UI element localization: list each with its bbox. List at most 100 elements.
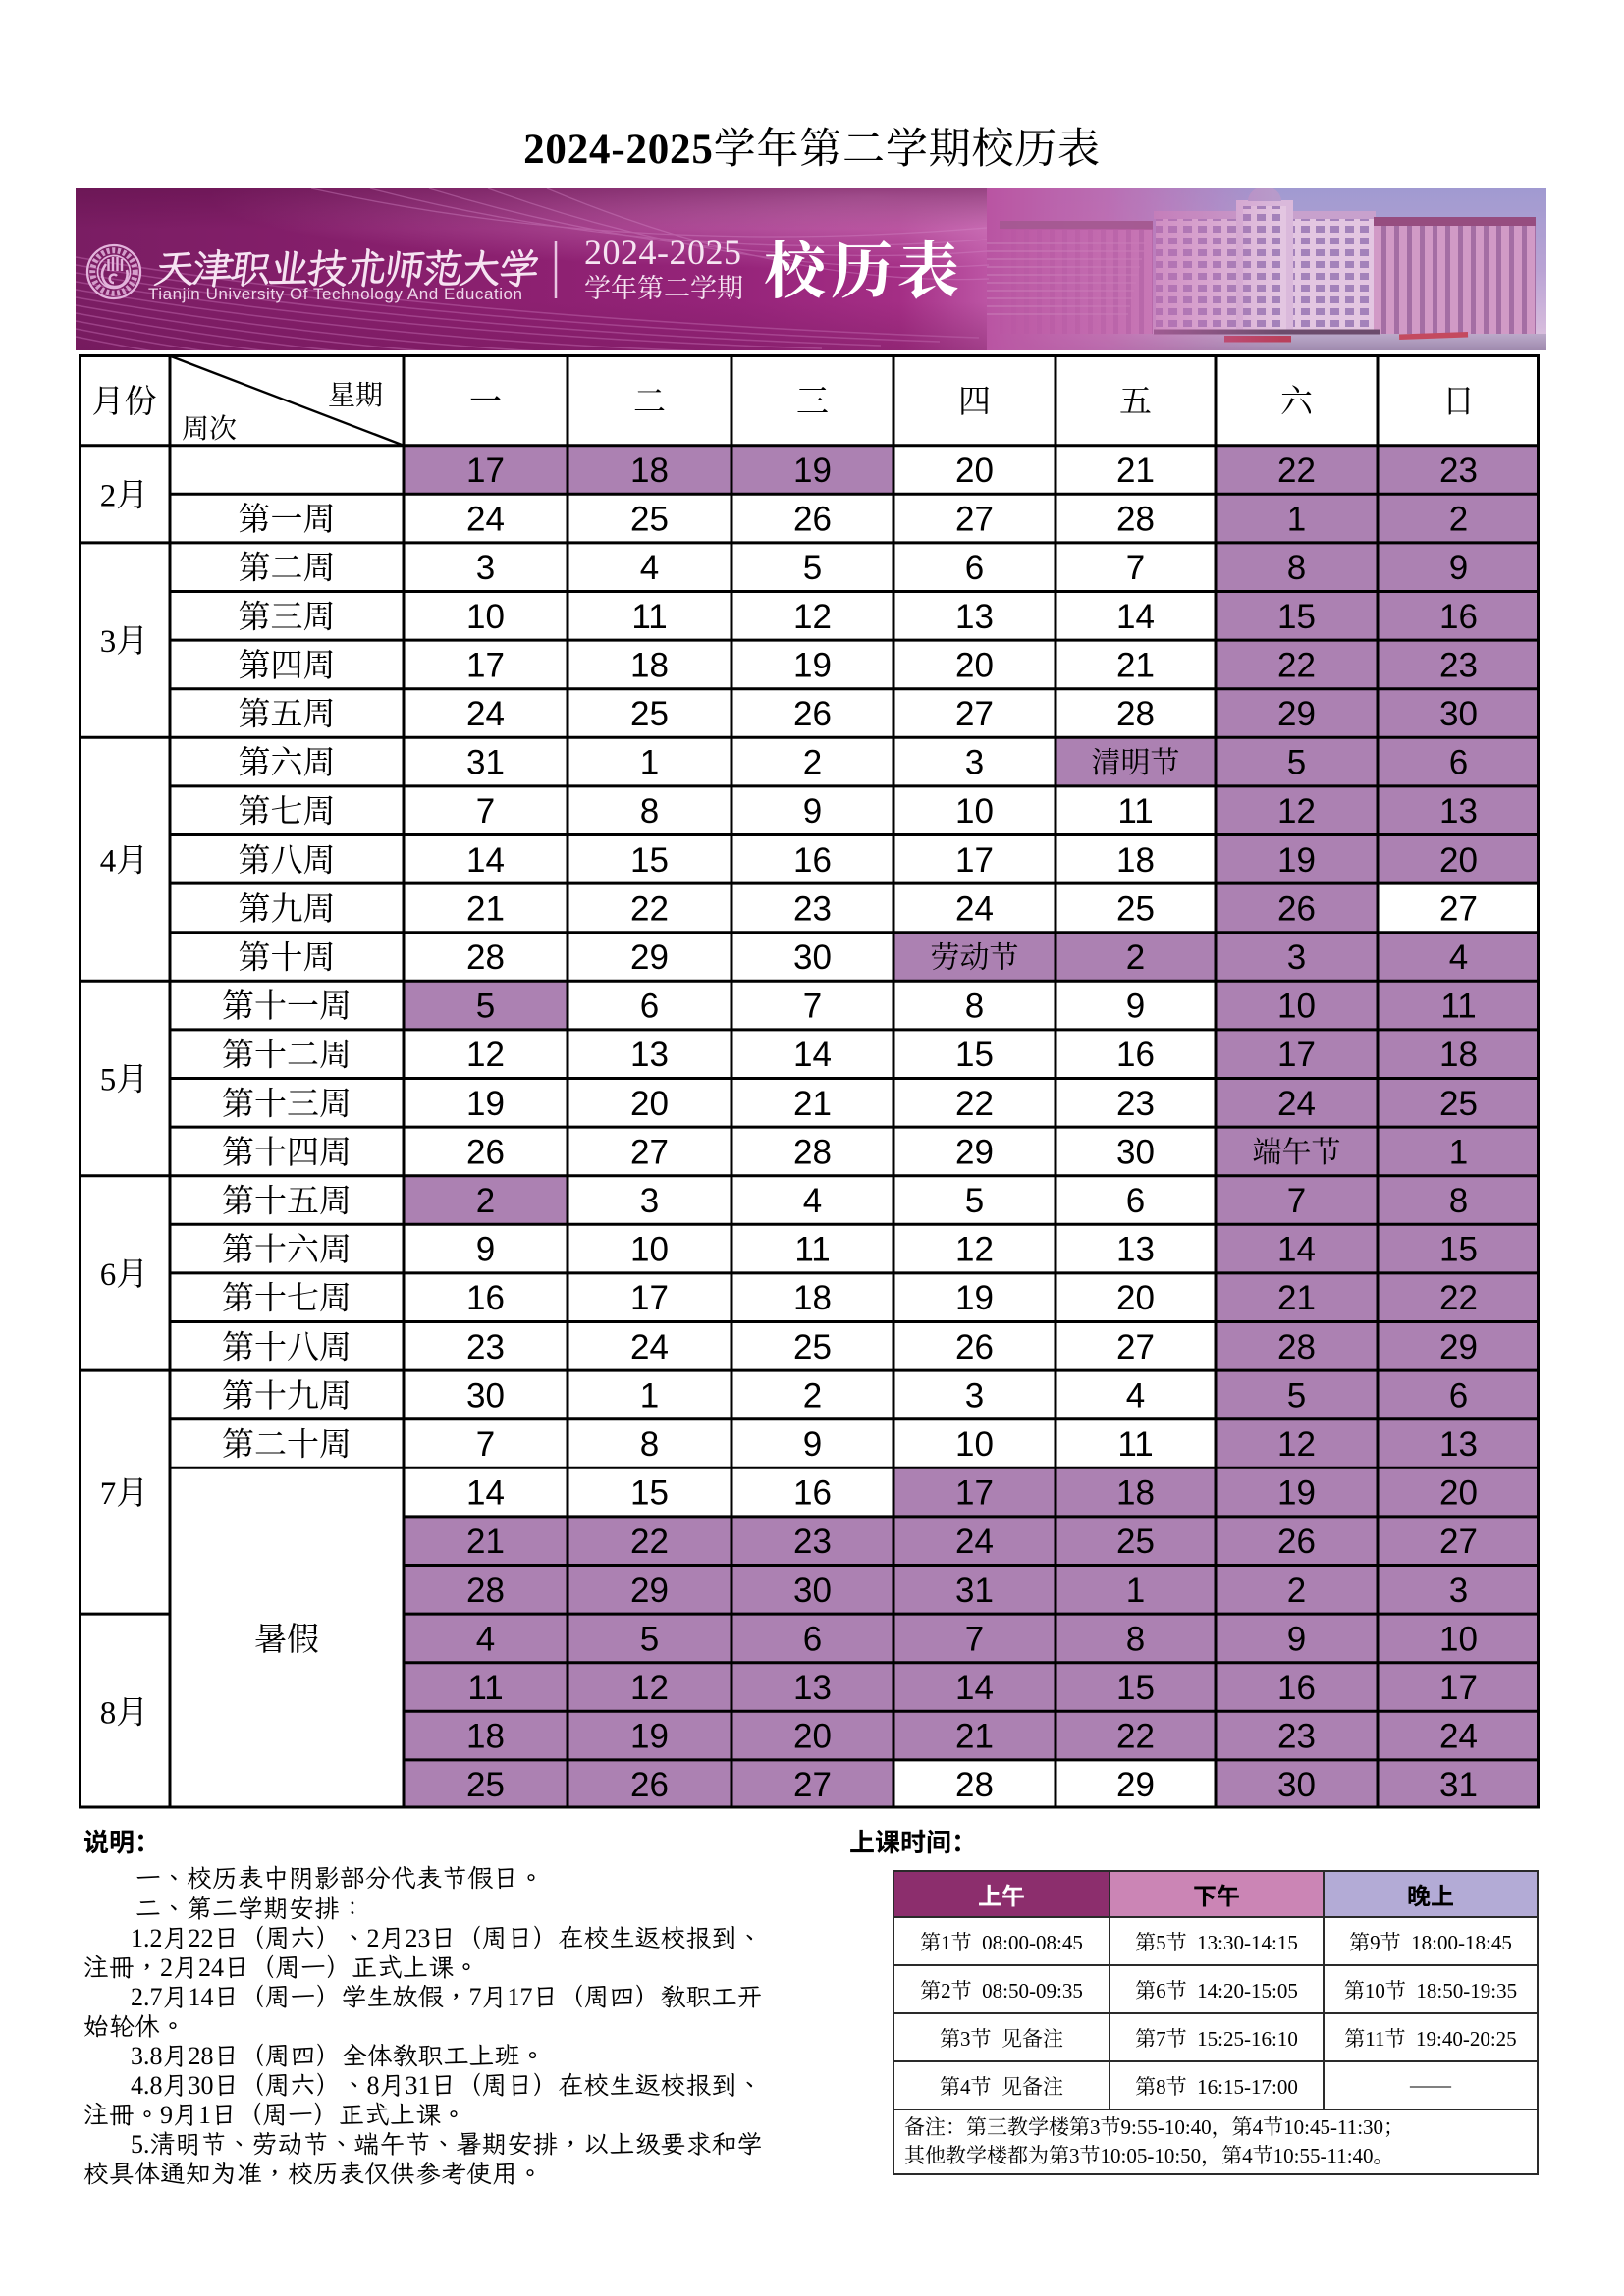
svg-text:第十二周: 第十二周 [222,1038,352,1074]
svg-text:13: 13 [955,598,994,636]
svg-text:4: 4 [1126,1376,1145,1415]
svg-text:14: 14 [466,841,505,880]
svg-text:8月: 8月 [100,1695,149,1731]
svg-text:5: 5 [640,1620,659,1658]
svg-text:第七周: 第七周 [239,794,336,830]
svg-text:17: 17 [955,1474,994,1513]
svg-text:14: 14 [466,1474,505,1513]
svg-text:18: 18 [1439,1036,1478,1074]
svg-text:15: 15 [1439,1231,1478,1269]
svg-text:16: 16 [1439,598,1478,636]
svg-text:22: 22 [1277,646,1316,684]
svg-text:19: 19 [955,1279,994,1317]
svg-text:五: 五 [1119,385,1152,420]
svg-text:14: 14 [1116,598,1155,636]
svg-text:29: 29 [1116,1766,1155,1804]
svg-text:24: 24 [955,889,994,928]
svg-text:15: 15 [630,841,669,880]
svg-text:20: 20 [1439,841,1478,880]
svg-text:4: 4 [640,549,659,587]
svg-text:12: 12 [955,1231,994,1269]
svg-text:第十九周: 第十九周 [222,1378,352,1415]
svg-text:5: 5 [965,1182,984,1220]
svg-text:23: 23 [1277,1718,1316,1756]
svg-text:暑假: 暑假 [254,1622,319,1658]
svg-text:19: 19 [1277,1474,1316,1513]
svg-text:26: 26 [955,1328,994,1366]
svg-text:12: 12 [793,598,832,636]
svg-text:21: 21 [1277,1279,1316,1317]
svg-text:第八周: 第八周 [239,842,336,879]
svg-text:25: 25 [630,501,669,539]
svg-text:21: 21 [1116,452,1155,490]
svg-text:校历表: 校历表 [764,238,964,306]
svg-text:17: 17 [630,1279,669,1317]
svg-text:22: 22 [955,1085,994,1123]
svg-text:4月: 4月 [100,843,149,879]
svg-text:六: 六 [1280,385,1314,420]
svg-text:22: 22 [630,1522,669,1561]
svg-text:2月: 2月 [100,478,149,513]
svg-text:5月: 5月 [100,1063,149,1098]
svg-text:14: 14 [1277,1231,1316,1269]
svg-text:19: 19 [1277,841,1316,880]
svg-text:21: 21 [466,1522,505,1561]
svg-text:19: 19 [466,1085,505,1123]
svg-text:14: 14 [793,1036,832,1074]
svg-text:9: 9 [1126,988,1145,1026]
svg-text:8: 8 [1126,1620,1145,1658]
svg-text:3: 3 [1449,1572,1468,1610]
svg-text:3: 3 [1287,938,1306,977]
svg-text:一: 一 [469,385,502,420]
svg-text:2: 2 [1449,501,1468,539]
svg-text:24: 24 [1277,1085,1316,1123]
svg-text:28: 28 [466,938,505,977]
svg-text:16: 16 [1116,1036,1155,1074]
svg-text:25: 25 [630,695,669,733]
svg-text:8: 8 [640,1425,659,1464]
svg-text:第十七周: 第十七周 [222,1281,352,1317]
svg-text:9: 9 [1449,549,1468,587]
svg-text:3: 3 [965,744,984,782]
svg-text:27: 27 [955,501,994,539]
svg-text:2: 2 [476,1182,495,1220]
svg-text:第二十周: 第二十周 [222,1427,352,1464]
svg-text:20: 20 [955,452,994,490]
svg-text:清明节: 清明节 [1092,747,1180,779]
svg-text:27: 27 [1116,1328,1155,1366]
svg-text:6: 6 [1449,1376,1468,1415]
svg-text:学年第二学期: 学年第二学期 [584,274,743,303]
svg-text:星期: 星期 [328,380,383,411]
svg-text:10: 10 [1439,1620,1478,1658]
svg-text:10: 10 [1277,988,1316,1026]
svg-text:21: 21 [466,889,505,928]
svg-text:第十周: 第十周 [239,940,336,977]
svg-text:23: 23 [793,889,832,928]
svg-text:18: 18 [630,646,669,684]
svg-text:第十三周: 第十三周 [222,1086,352,1122]
svg-text:5: 5 [803,549,822,587]
svg-text:20: 20 [1439,1474,1478,1513]
svg-text:27: 27 [1439,1522,1478,1561]
svg-text:13: 13 [793,1669,832,1707]
svg-text:19: 19 [793,646,832,684]
svg-text:9: 9 [803,1425,822,1464]
svg-text:第十八周: 第十八周 [222,1329,352,1365]
svg-text:2: 2 [1126,938,1145,977]
svg-text:2024-2025: 2024-2025 [584,233,742,272]
svg-text:27: 27 [630,1133,669,1171]
svg-text:23: 23 [1439,452,1478,490]
svg-text:28: 28 [1116,695,1155,733]
svg-text:7: 7 [965,1620,984,1658]
svg-text:6: 6 [1449,744,1468,782]
svg-text:3月: 3月 [100,624,149,660]
svg-text:24: 24 [955,1522,994,1561]
svg-text:17: 17 [1277,1036,1316,1074]
svg-text:1: 1 [1287,501,1306,539]
svg-text:18: 18 [1116,1474,1155,1513]
svg-text:17: 17 [466,646,505,684]
svg-text:16: 16 [1277,1669,1316,1707]
svg-text:18: 18 [793,1279,832,1317]
svg-text:11: 11 [467,1669,503,1707]
svg-text:17: 17 [1439,1669,1478,1707]
